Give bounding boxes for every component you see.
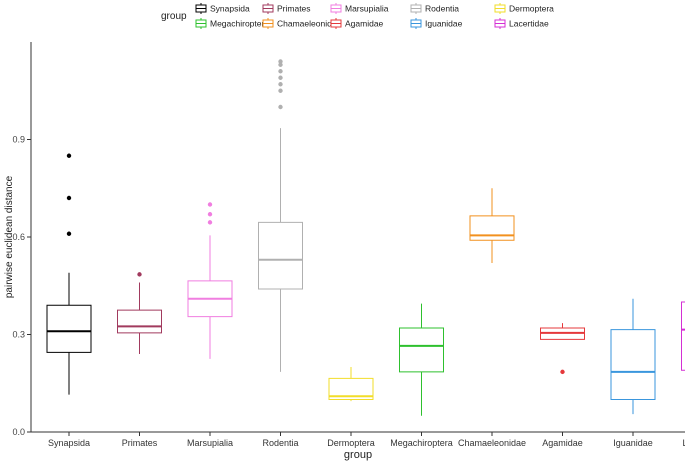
legend-item-iguanidae: Iguanidae (410, 18, 463, 29)
iqr-box (258, 221, 303, 290)
x-tick-label-dermoptera: Dermoptera (327, 438, 375, 448)
box-iguanidae (610, 298, 656, 415)
legend-item-agamidae: Agamidae (330, 18, 384, 29)
x-axis-title: group (344, 449, 372, 461)
legend-item-megachiroptera: Megachiroptera (195, 18, 269, 29)
box-marsupialia (187, 202, 233, 359)
outlier-point (66, 153, 72, 158)
box-agamidae (540, 323, 585, 375)
x-tick-label-megachiroptera: Megachiroptera (390, 438, 453, 448)
iqr-box (681, 301, 685, 371)
outlier-point (207, 202, 213, 207)
y-ticks: 0.0 0.3 0.6 0.9 (12, 135, 31, 437)
y-tick-label: 0.9 (12, 135, 25, 145)
outlier-point (560, 369, 565, 375)
outlier-point (278, 69, 283, 74)
x-tick-label-synapsida: Synapsida (48, 438, 90, 448)
outlier-point (278, 82, 283, 87)
box-primates (117, 272, 162, 354)
legend-item-marsupialia: Marsupialia (330, 3, 389, 14)
outlier-point (207, 220, 213, 225)
outlier-point (278, 88, 283, 93)
box-rodentia (258, 59, 303, 372)
iqr-box (117, 309, 162, 334)
y-tick-label: 0.0 (12, 427, 25, 437)
box-lacertidae (681, 301, 685, 371)
box-synapsida (46, 153, 92, 395)
legend-title: group (161, 11, 187, 22)
y-axis-title: pairwise euclidean distance (4, 175, 15, 298)
outlier-point (278, 104, 283, 110)
x-tick-label-lacertidae: Lacertidae (682, 438, 685, 448)
plot-area (46, 59, 685, 416)
box-dermoptera (328, 367, 374, 402)
legend-item-synapsida: Synapsida (195, 3, 250, 14)
x-ticks: Synapsida Primates Marsupialia Rodentia Derm… (48, 432, 685, 448)
legend-label: Synapsida (210, 4, 250, 14)
iqr-box (469, 215, 515, 241)
iqr-box (328, 377, 374, 400)
x-tick-label-rodentia: Rodentia (262, 438, 298, 448)
legend-item-lacertidae: Lacertidae (494, 18, 549, 29)
x-tick-label-chamaeleonidae: Chamaeleonidae (458, 438, 526, 448)
outlier-point (66, 195, 72, 201)
outlier-point (278, 75, 283, 80)
y-tick-label: 0.6 (12, 232, 25, 242)
legend-item-dermoptera: Dermoptera (494, 3, 554, 14)
iqr-box (610, 329, 656, 400)
legend-label: Primates (277, 4, 311, 14)
iqr-box (46, 304, 92, 353)
box-megachiroptera (399, 303, 444, 416)
outlier-point (137, 272, 142, 277)
legend-label: Megachiroptera (210, 19, 269, 29)
legend-label: Lacertidae (509, 19, 549, 29)
legend-item-rodentia: Rodentia (410, 3, 459, 14)
outlier-point (278, 59, 283, 64)
outlier-point (207, 212, 213, 217)
legend-label: Agamidae (345, 19, 384, 29)
x-tick-label-marsupialia: Marsupialia (187, 438, 233, 448)
legend-label: Dermoptera (509, 4, 554, 14)
legend: group Synapsida Primates Marsupialia Rodent… (161, 3, 554, 29)
legend-label: Rodentia (425, 4, 459, 14)
x-tick-label-agamidae: Agamidae (542, 438, 583, 448)
iqr-box (399, 327, 444, 373)
axes: 0.0 0.3 0.6 0.9 Synapsida Primates Marsupiali… (4, 42, 685, 461)
legend-item-primates: Primates (262, 3, 311, 14)
legend-item-chamaeleonidae: Chamaeleonidae (262, 18, 342, 29)
y-tick-label: 0.3 (12, 330, 25, 340)
x-tick-label-iguanidae: Iguanidae (613, 438, 653, 448)
outlier-point (278, 62, 283, 67)
box-chamaeleonidae (469, 188, 515, 263)
legend-label: Marsupialia (345, 4, 389, 14)
legend-label: Iguanidae (425, 19, 463, 29)
legend-label: Chamaeleonidae (277, 19, 342, 29)
outlier-point (66, 231, 72, 236)
x-tick-label-primates: Primates (122, 438, 158, 448)
